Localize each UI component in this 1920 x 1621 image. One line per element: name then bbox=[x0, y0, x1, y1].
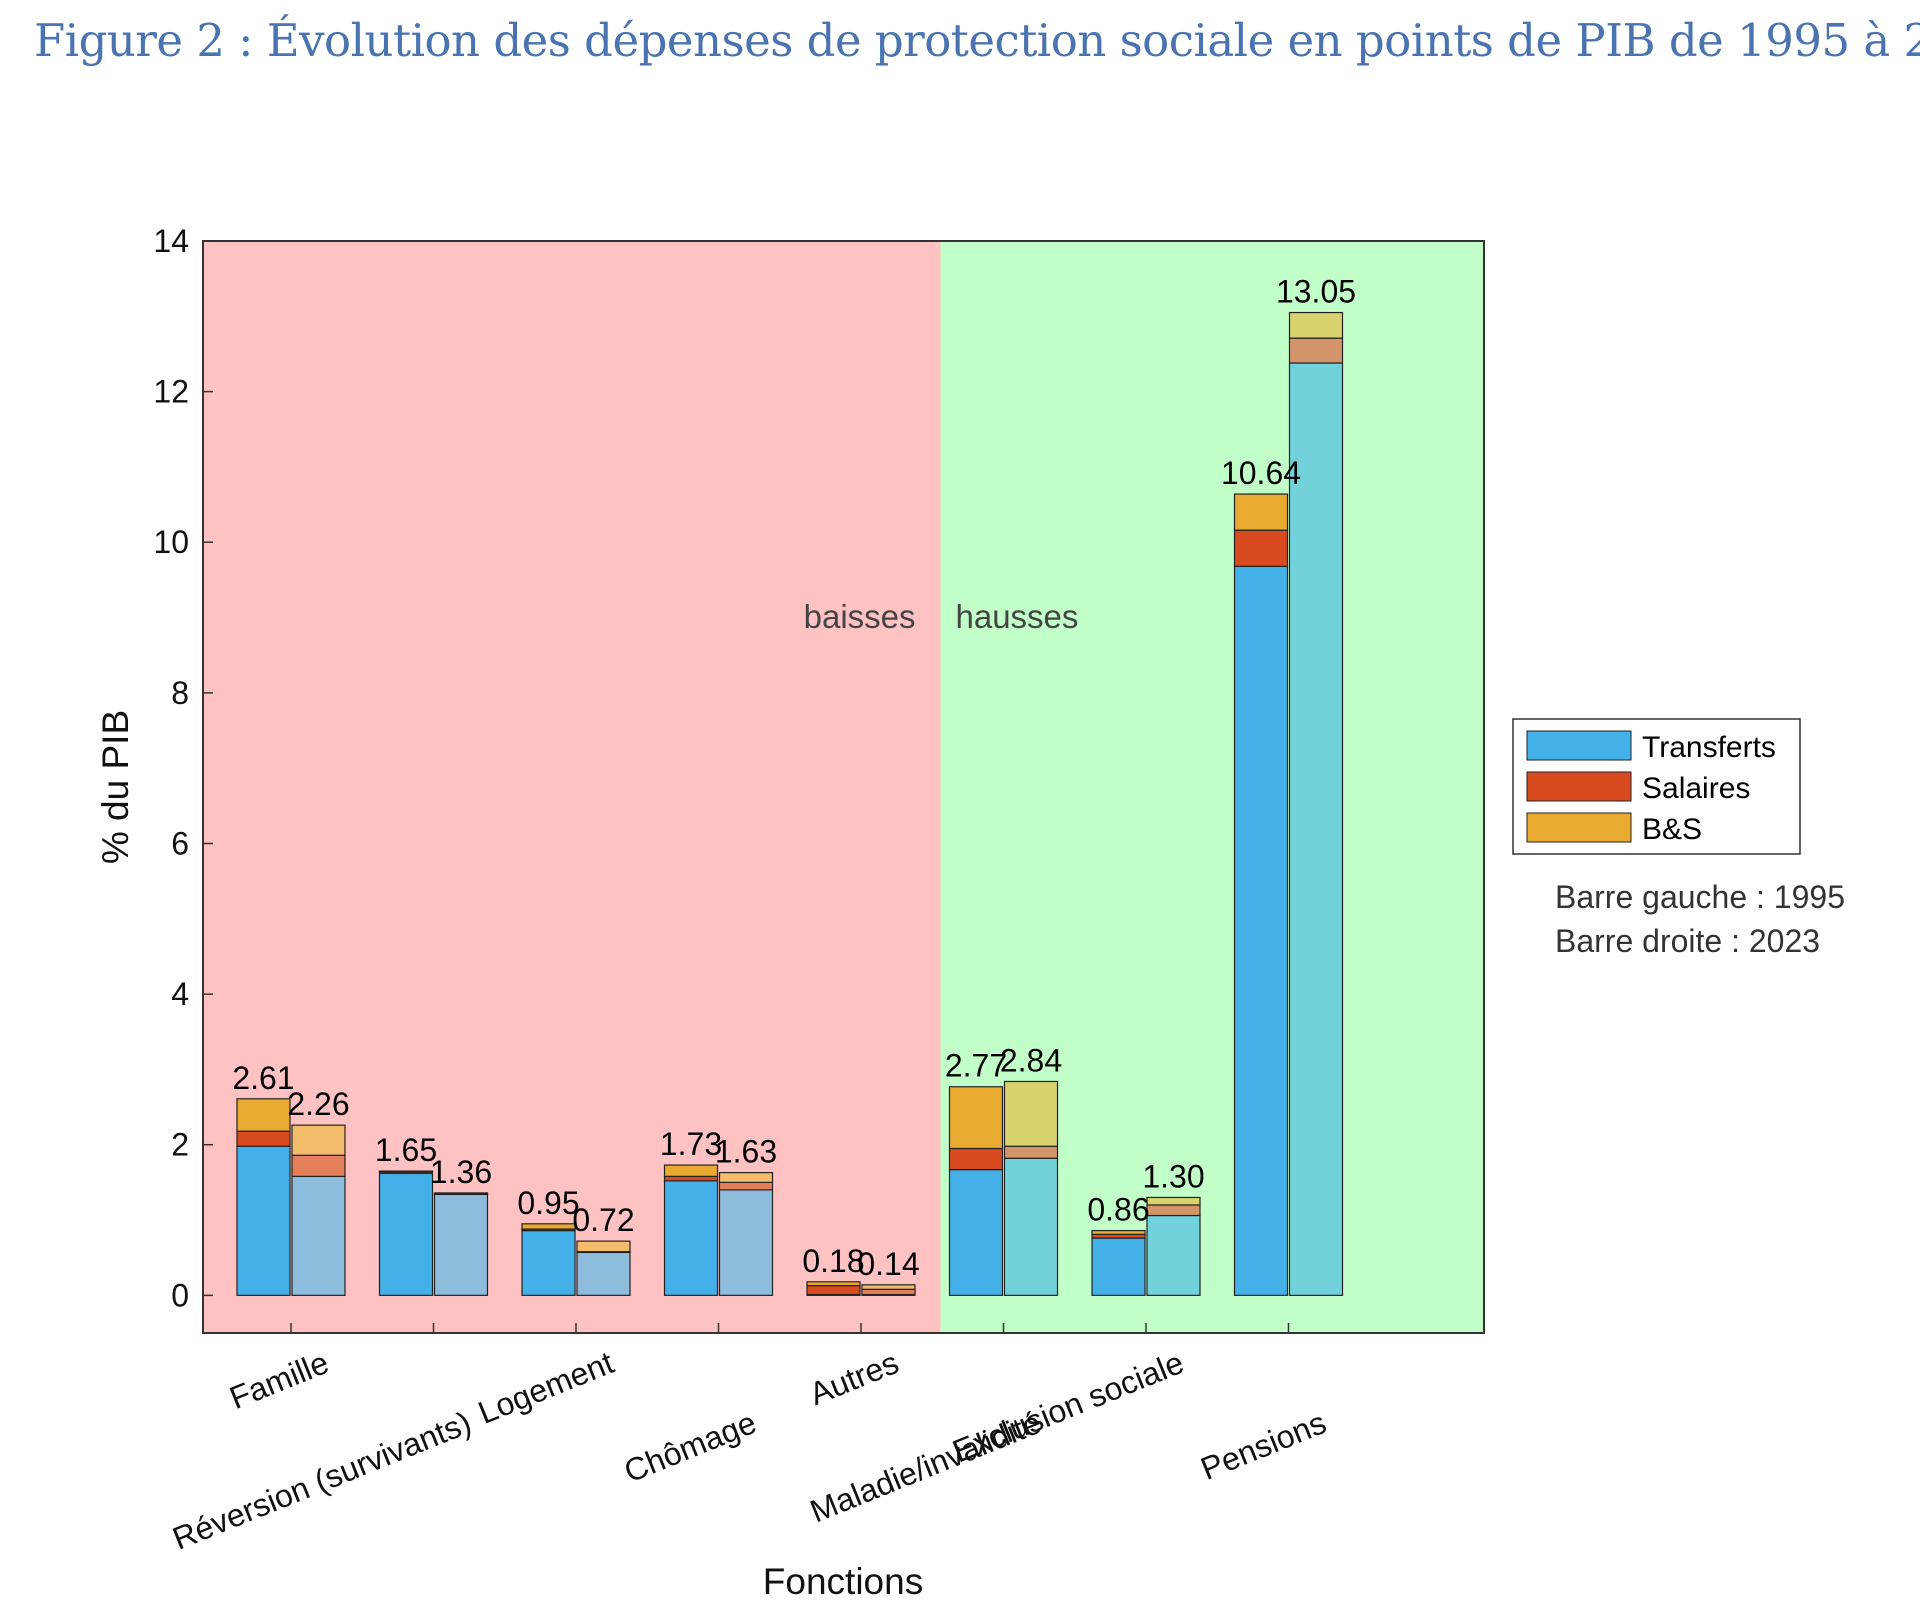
bar-segment-bs bbox=[861, 1284, 916, 1290]
bar-total-label: 2.84 bbox=[1000, 1042, 1062, 1078]
bar-segment-transferts bbox=[1288, 362, 1344, 1296]
bars-layer bbox=[236, 311, 1344, 1296]
bar-segment-transferts bbox=[576, 1251, 631, 1296]
y-tick-label: 6 bbox=[171, 825, 189, 861]
bar-total-label: 1.36 bbox=[430, 1154, 492, 1190]
year-notes: Barre gauche : 1995 Barre droite : 2023 bbox=[1555, 879, 1845, 959]
bar-segment-salaires bbox=[663, 1175, 719, 1182]
bar-total-label: 1.63 bbox=[715, 1134, 777, 1170]
bar-segment-transferts bbox=[948, 1168, 1004, 1296]
plot-frame bbox=[202, 240, 1485, 1334]
bar-segment-bs bbox=[1091, 1229, 1146, 1235]
bar-total-label: 0.86 bbox=[1087, 1192, 1149, 1228]
bar-segment-bs bbox=[718, 1171, 774, 1183]
bar-segment-bs bbox=[236, 1098, 291, 1132]
zone-label-hausses: hausses bbox=[956, 598, 1079, 635]
data-labels-layer: 2.612.26 1.651.36 0.950.72 1.731.63 0.180.14… bbox=[232, 274, 1356, 1282]
x-tick-label: Logement bbox=[473, 1344, 619, 1431]
bar-total-label: 0.14 bbox=[857, 1246, 919, 1282]
bar-total-label: 10.64 bbox=[1221, 455, 1301, 491]
legend-swatch bbox=[1526, 771, 1632, 802]
bar-segment-transferts bbox=[1233, 565, 1289, 1296]
bar-segment-salaires bbox=[861, 1288, 916, 1296]
y-tick-label: 8 bbox=[171, 675, 189, 711]
bar-segment-transferts bbox=[291, 1175, 346, 1296]
y-axis-title: % du PIB bbox=[95, 710, 136, 864]
x-tick-label: Famille bbox=[225, 1344, 334, 1416]
bar-segment-bs bbox=[1146, 1196, 1201, 1206]
bar-segment-salaires bbox=[718, 1181, 774, 1191]
bar-segment-transferts bbox=[1146, 1214, 1201, 1296]
x-tick-label: Pensions bbox=[1196, 1404, 1332, 1487]
bar-segment-transferts bbox=[236, 1145, 291, 1296]
legend-label: B&S bbox=[1642, 813, 1702, 846]
bar-segment-transferts bbox=[433, 1193, 489, 1296]
y-tick-label: 2 bbox=[171, 1127, 189, 1163]
y-axis: 0 2 4 6 8 10 12 14 bbox=[153, 223, 213, 1313]
y-tick-label: 4 bbox=[171, 976, 189, 1012]
bar-segment-transferts bbox=[1003, 1157, 1059, 1296]
bar-total-label: 2.61 bbox=[232, 1060, 294, 1096]
zone-label-baisses: baisses bbox=[804, 598, 916, 635]
x-axis-title: Fonctions bbox=[763, 1561, 923, 1602]
bar-segment-transferts bbox=[1091, 1237, 1146, 1296]
bar-segment-salaires bbox=[1288, 337, 1344, 364]
bar-segment-bs bbox=[291, 1124, 346, 1156]
bar-segment-transferts bbox=[521, 1229, 576, 1296]
bar-segment-bs bbox=[521, 1223, 576, 1230]
y-tick-label: 0 bbox=[171, 1277, 189, 1313]
bar-segment-bs bbox=[1003, 1080, 1059, 1147]
bar-total-label: 2.26 bbox=[287, 1086, 349, 1122]
zones-layer bbox=[203, 241, 1484, 1333]
figure-title: Figure 2 : Évolution des dépenses de pro… bbox=[34, 14, 1920, 67]
bar-total-label: 0.72 bbox=[572, 1202, 634, 1238]
bar-segment-transferts bbox=[378, 1172, 434, 1296]
bar-segment-salaires bbox=[948, 1147, 1004, 1171]
bar-segment-bs bbox=[433, 1192, 489, 1195]
bar-segment-bs bbox=[1233, 493, 1289, 531]
x-tick-label: Réversion (survivants) bbox=[168, 1404, 477, 1557]
bar-segment-salaires bbox=[1233, 529, 1289, 567]
legend-label: Salaires bbox=[1642, 772, 1750, 805]
bar-segment-bs bbox=[378, 1170, 434, 1173]
y-tick-label: 12 bbox=[153, 374, 189, 410]
bar-segment-bs bbox=[806, 1281, 861, 1287]
bar-segment-bs bbox=[576, 1240, 631, 1253]
bar-segment-salaires bbox=[1146, 1204, 1201, 1217]
bar-segment-salaires bbox=[291, 1154, 346, 1177]
bar-total-label: 1.73 bbox=[660, 1126, 722, 1162]
bar-total-label: 2.77 bbox=[945, 1048, 1007, 1084]
y-tick-label: 14 bbox=[153, 223, 189, 259]
bar-segment-salaires bbox=[806, 1284, 861, 1296]
bar-total-label: 0.95 bbox=[517, 1185, 579, 1221]
legend-swatch bbox=[1526, 812, 1632, 843]
legend: Transferts Salaires B&S bbox=[1512, 718, 1801, 855]
x-tick-label: Exclusion sociale bbox=[948, 1344, 1189, 1469]
bar-total-label: 13.05 bbox=[1276, 274, 1356, 310]
legend-label: Transferts bbox=[1642, 731, 1776, 764]
x-tick-label: Chômage bbox=[619, 1404, 761, 1489]
legend-swatch bbox=[1526, 730, 1632, 761]
bar-segment-transferts bbox=[718, 1189, 774, 1296]
y-tick-label: 10 bbox=[153, 524, 189, 560]
year-note: Barre droite : 2023 bbox=[1555, 923, 1820, 959]
year-note: Barre gauche : 1995 bbox=[1555, 879, 1845, 915]
bar-total-label: 0.18 bbox=[802, 1243, 864, 1279]
bar-segment-bs bbox=[1288, 311, 1344, 339]
bar-segment-salaires bbox=[1003, 1145, 1059, 1159]
bar-segment-transferts bbox=[663, 1180, 719, 1296]
bar-segment-bs bbox=[948, 1086, 1004, 1150]
bar-segment-salaires bbox=[236, 1130, 291, 1147]
bar-total-label: 1.30 bbox=[1142, 1158, 1204, 1194]
bar-total-label: 1.65 bbox=[375, 1132, 437, 1168]
bar-segment-bs bbox=[663, 1164, 719, 1177]
x-tick-label: Autres bbox=[804, 1344, 903, 1412]
